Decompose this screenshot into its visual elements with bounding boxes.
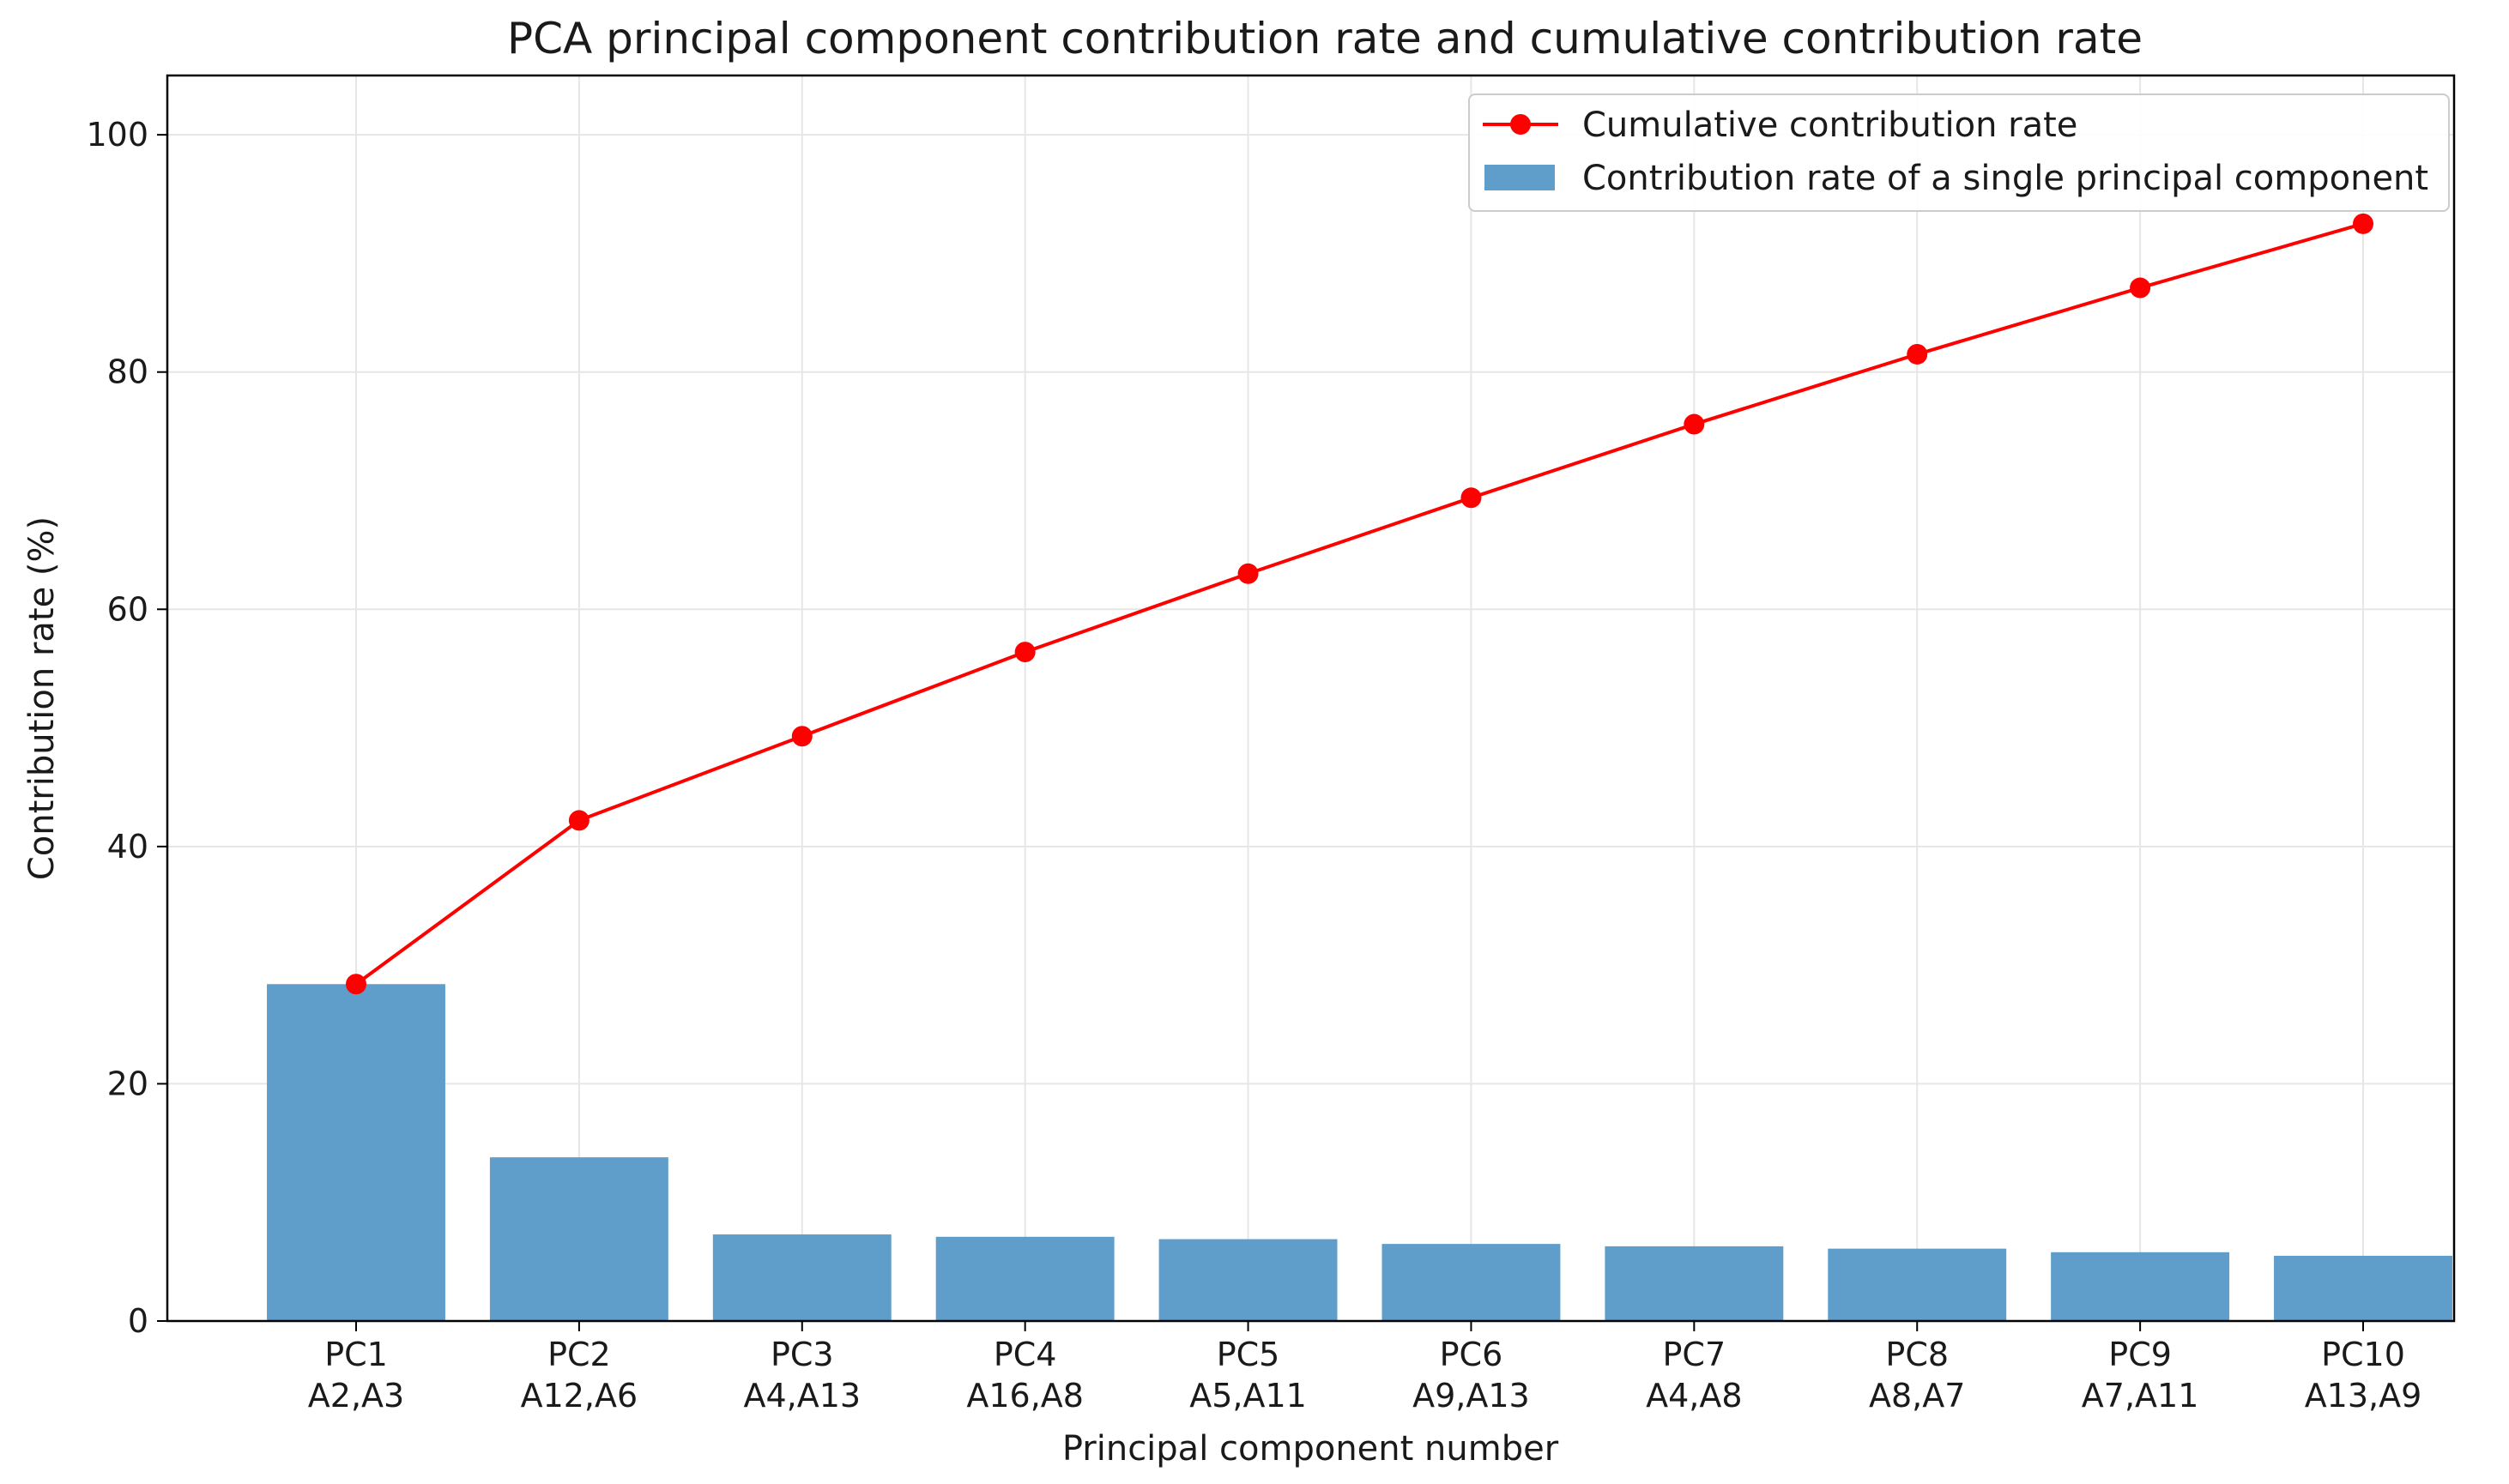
x-tick-label-attrs: A2,A3 [308, 1377, 404, 1415]
legend-marker-swatch [1510, 114, 1531, 135]
x-tick-label-pc: PC5 [1217, 1336, 1280, 1373]
x-tick-label-attrs: A5,A11 [1189, 1377, 1307, 1415]
grid-layer [167, 75, 2454, 1322]
legend-label-bar: Contribution rate of a single principal … [1582, 159, 2428, 198]
x-tick-label-attrs: A16,A8 [966, 1377, 1084, 1415]
x-axis-title: Principal component number [1062, 1429, 1559, 1469]
y-tick-label: 80 [107, 353, 148, 391]
cumulative-point-pc8 [1907, 343, 1928, 365]
x-tick-label-pc: PC6 [1440, 1336, 1503, 1373]
x-tick-label-attrs: A12,A6 [521, 1377, 638, 1415]
x-tick-label-attrs: A8,A7 [1869, 1377, 1965, 1415]
cumulative-point-pc2 [568, 810, 589, 831]
cumulative-point-pc6 [1460, 487, 1482, 509]
cumulative-point-pc1 [346, 974, 366, 995]
cumulative-point-pc5 [1237, 563, 1259, 584]
x-tick-label-attrs: A4,A8 [1646, 1377, 1742, 1415]
cumulative-point-pc4 [1014, 642, 1036, 663]
bar-pc2 [489, 1157, 668, 1321]
cumulative-point-pc3 [791, 726, 813, 747]
bar-pc6 [1381, 1244, 1561, 1321]
plot-frame [166, 74, 2456, 1323]
legend-label-line: Cumulative contribution rate [1582, 106, 2077, 145]
bar-layer [267, 984, 2452, 1321]
y-tick-label: 100 [86, 116, 148, 154]
x-tick-label-attrs: A9,A13 [1412, 1377, 1530, 1415]
x-tick-label-pc: PC1 [324, 1336, 388, 1373]
bar-pc7 [1605, 1246, 1784, 1321]
x-tick-label-attrs: A13,A9 [2305, 1377, 2422, 1415]
y-tick-label: 0 [128, 1302, 148, 1340]
bar-pc5 [1158, 1239, 1338, 1321]
bar-pc1 [267, 984, 445, 1321]
cumulative-line [354, 221, 2364, 986]
bar-pc4 [935, 1236, 1115, 1321]
bar-pc9 [2051, 1252, 2230, 1321]
x-tick-label-pc: PC2 [547, 1336, 611, 1373]
legend-bar-swatch [1484, 165, 1555, 190]
axis-layer: 0 20 40 60 80 100 PC1 A2,A3 PC2 A12,A6 PC3 A4,A13 PC… [86, 116, 2421, 1415]
x-tick-label-pc: PC7 [1663, 1336, 1726, 1373]
y-tick-label: 60 [107, 590, 148, 628]
bar-pc8 [1828, 1248, 2007, 1321]
x-tick-label-pc: PC8 [1885, 1336, 1949, 1373]
cumulative-point-pc7 [1684, 413, 1705, 435]
x-tick-label-pc: PC9 [2108, 1336, 2172, 1373]
x-tick-label-attrs: A4,A13 [743, 1377, 861, 1415]
cumulative-point-pc9 [2130, 277, 2151, 299]
x-tick-label-pc: PC10 [2321, 1336, 2405, 1373]
x-tick-label-attrs: A7,A11 [2082, 1377, 2199, 1415]
chart-title: PCA principal component contribution rat… [507, 14, 2143, 63]
bar-pc10 [2274, 1255, 2452, 1321]
y-tick-label: 40 [107, 828, 148, 866]
x-tick-label-pc: PC3 [771, 1336, 834, 1373]
legend-frame [1468, 94, 2450, 212]
cumulative-point-pc10 [2353, 213, 2373, 234]
line-layer [346, 213, 2373, 995]
bar-pc3 [712, 1234, 892, 1321]
legend: Cumulative contribution rate Contributio… [1468, 94, 2450, 212]
x-tick-label-pc: PC4 [994, 1336, 1057, 1373]
y-axis-title: Contribution rate (%) [22, 516, 62, 880]
y-tick-label: 20 [107, 1065, 148, 1102]
